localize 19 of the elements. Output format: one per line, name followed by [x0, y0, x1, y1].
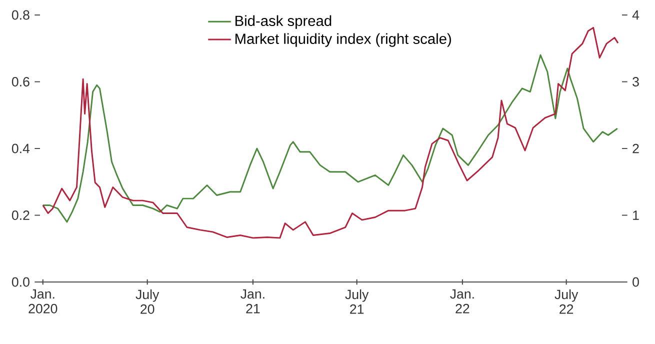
- y2-tick-label: 1: [633, 210, 639, 220]
- y2-tick-label: 3: [632, 77, 639, 86]
- x-tick-label: July 20: [136, 289, 160, 314]
- y-tick-label: 0.4: [12, 144, 30, 154]
- y2-tick-label: 0: [632, 277, 639, 287]
- x-tick-label: July 21: [345, 289, 369, 314]
- y2-tick-label: 4: [632, 10, 640, 20]
- x-tick-label: Jan. 21: [240, 289, 264, 314]
- y-tick-label: 0.2: [12, 210, 30, 220]
- x-tick-label: July 22: [554, 289, 578, 314]
- x-tick-label: Jan. 2020: [28, 289, 58, 314]
- y-tick-label: 0.6: [12, 77, 30, 86]
- y-tick-label: 0.0: [12, 277, 30, 287]
- y2-tick-label: 2: [632, 144, 639, 154]
- legend-label: Bid-ask spread: [236, 15, 332, 29]
- x-tick-label: Jan. 22: [450, 289, 474, 314]
- line-series: [42, 54, 618, 223]
- y-tick-label: 0.8: [12, 10, 30, 20]
- legend-label: Market liquidity index (right scale): [236, 33, 451, 47]
